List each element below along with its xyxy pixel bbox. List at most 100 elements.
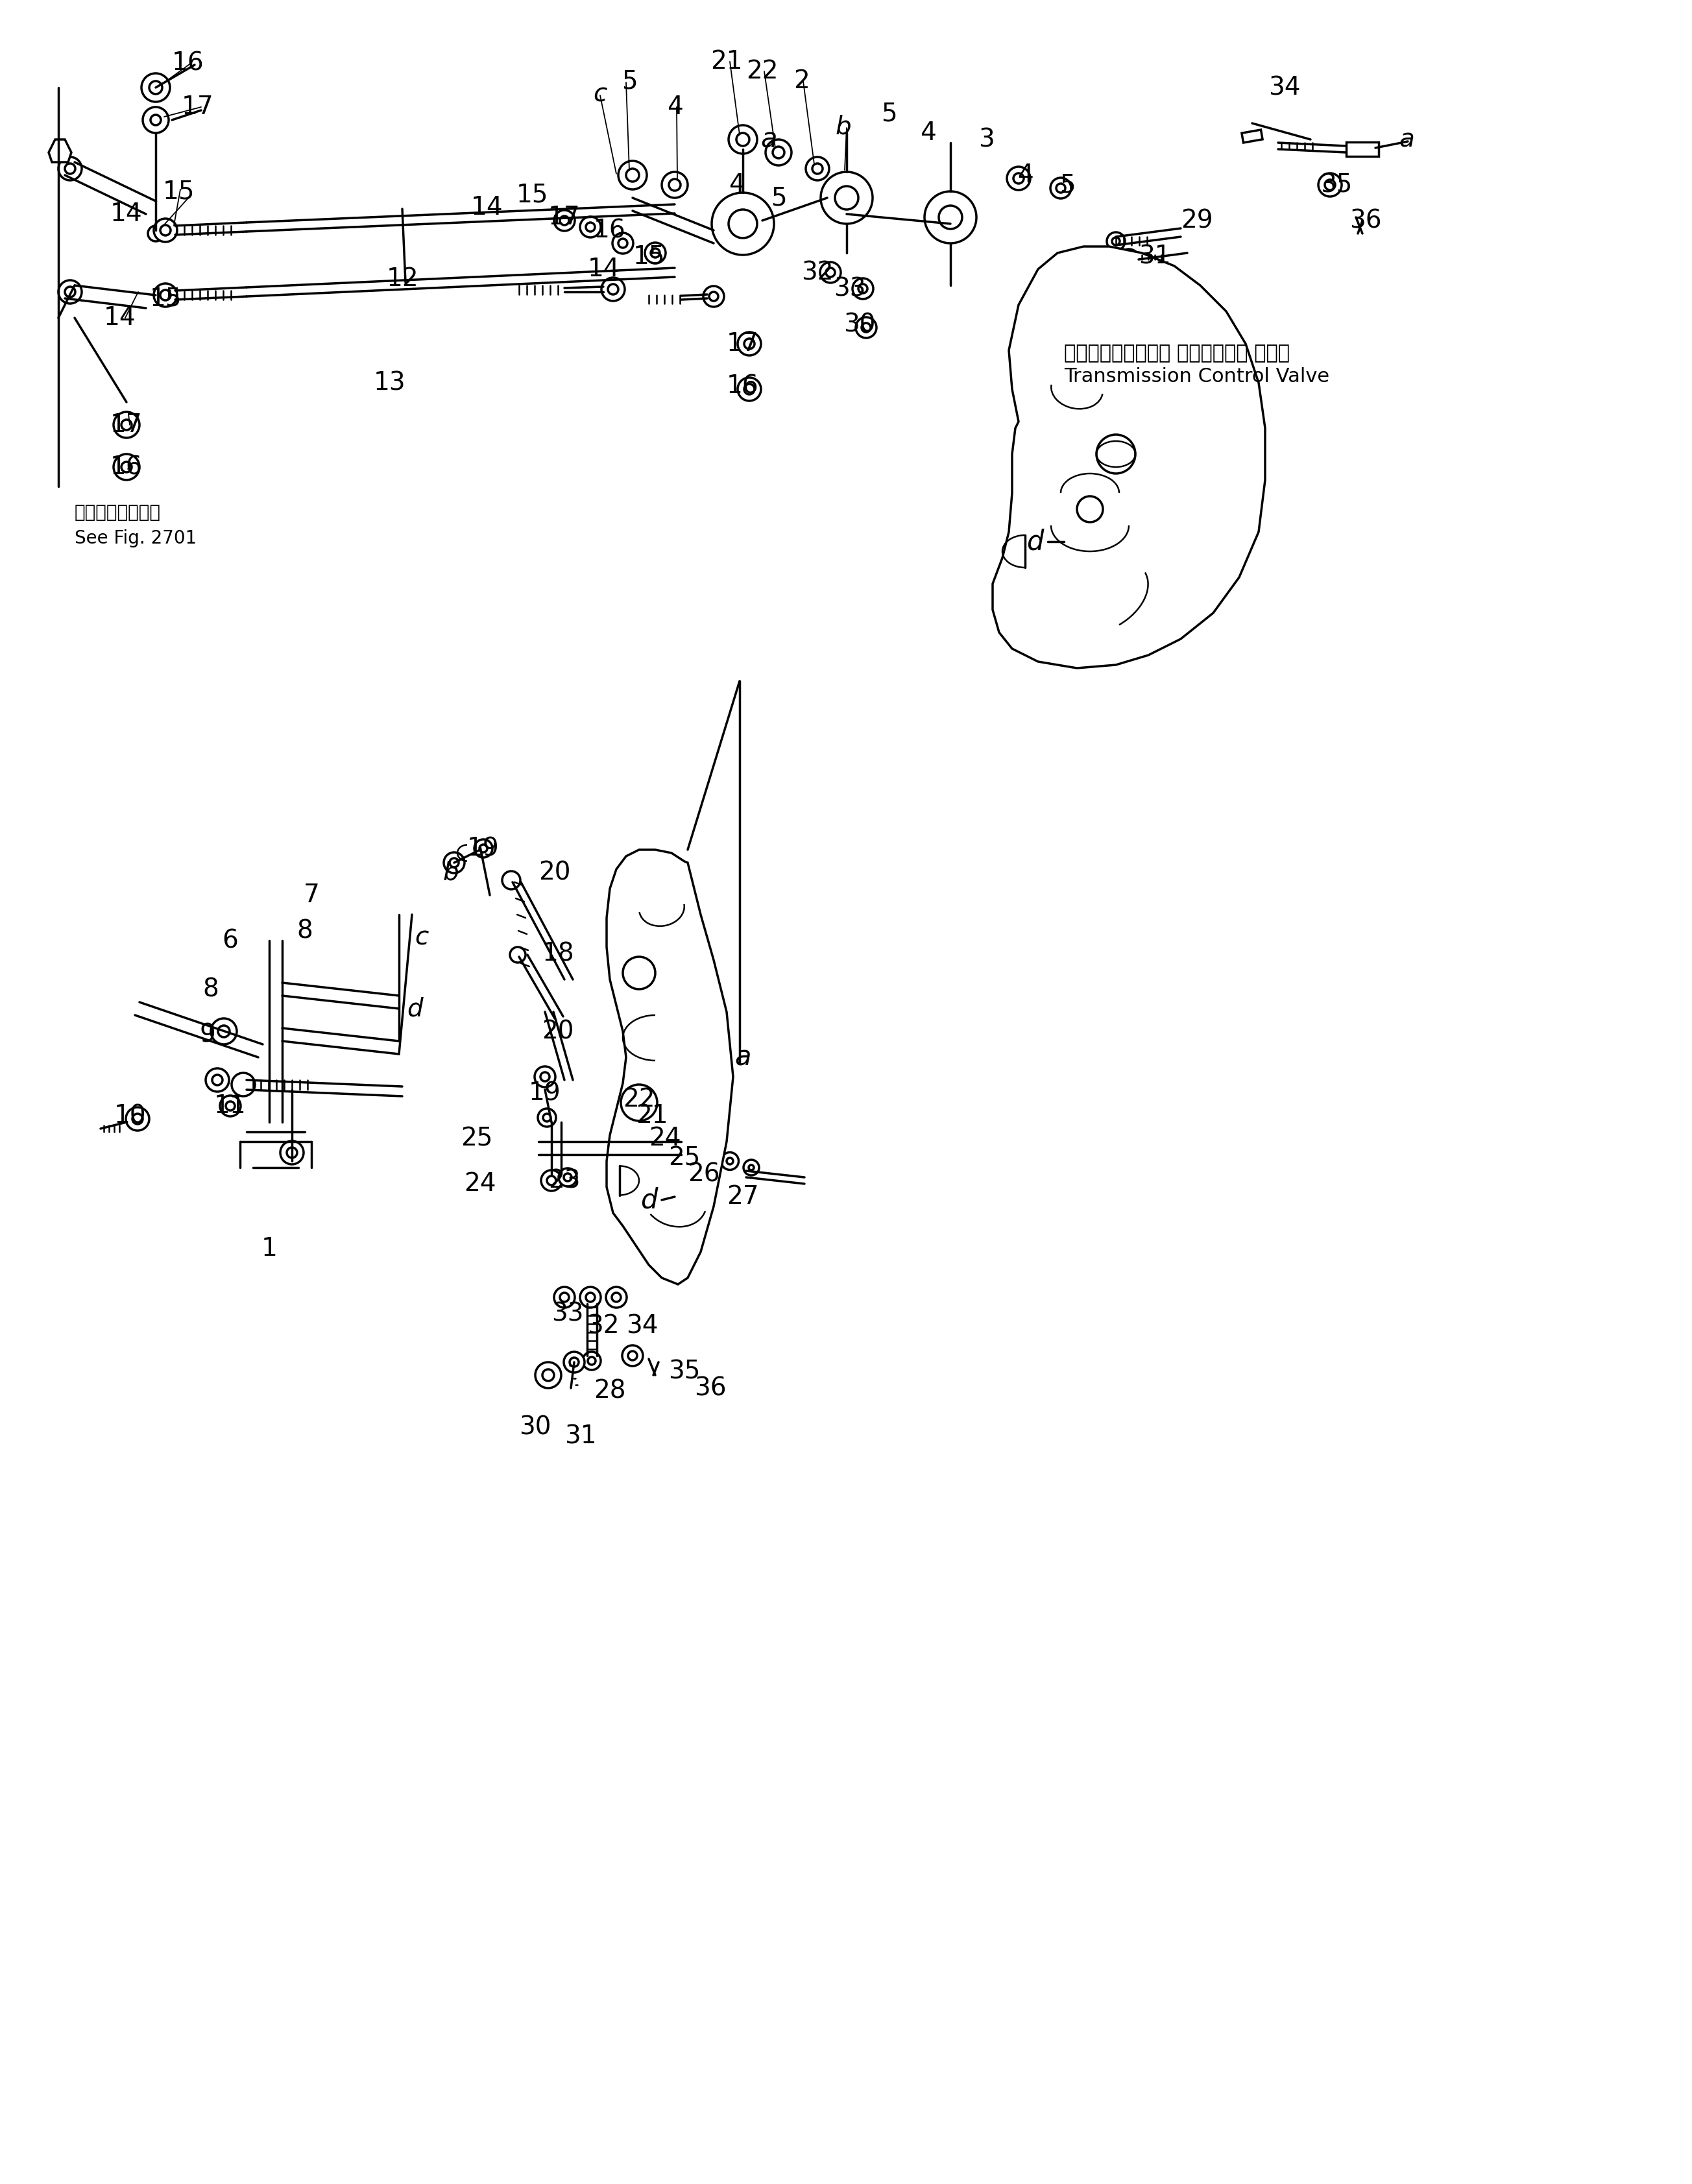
Text: 29: 29 bbox=[1181, 207, 1213, 234]
Circle shape bbox=[142, 74, 169, 103]
Circle shape bbox=[687, 1138, 695, 1147]
Circle shape bbox=[206, 1068, 228, 1092]
Text: 21: 21 bbox=[636, 1103, 668, 1127]
Text: b: b bbox=[443, 860, 459, 885]
Text: d: d bbox=[640, 1186, 656, 1214]
Circle shape bbox=[535, 1066, 555, 1088]
Circle shape bbox=[558, 1168, 577, 1186]
Circle shape bbox=[626, 168, 640, 181]
Text: 5: 5 bbox=[882, 100, 897, 127]
Circle shape bbox=[151, 116, 161, 124]
Circle shape bbox=[147, 225, 164, 240]
Circle shape bbox=[712, 192, 773, 256]
Text: 24: 24 bbox=[650, 1127, 682, 1151]
Circle shape bbox=[765, 140, 792, 166]
Text: 30: 30 bbox=[844, 312, 876, 336]
Circle shape bbox=[161, 225, 171, 236]
Circle shape bbox=[149, 81, 162, 94]
Text: 33: 33 bbox=[552, 1302, 584, 1326]
Text: 3: 3 bbox=[978, 127, 995, 151]
Text: 32: 32 bbox=[587, 1315, 619, 1339]
Circle shape bbox=[535, 1363, 562, 1389]
Text: 22: 22 bbox=[623, 1088, 655, 1112]
Circle shape bbox=[64, 164, 74, 175]
Text: 1: 1 bbox=[261, 1236, 277, 1260]
Circle shape bbox=[1056, 183, 1066, 192]
Text: a: a bbox=[734, 1044, 751, 1070]
Text: 20: 20 bbox=[538, 860, 570, 885]
Circle shape bbox=[613, 234, 633, 253]
Circle shape bbox=[587, 1356, 596, 1365]
Circle shape bbox=[154, 284, 178, 306]
Circle shape bbox=[582, 1352, 601, 1369]
Circle shape bbox=[154, 218, 178, 242]
Text: 26: 26 bbox=[689, 1162, 721, 1186]
Text: 28: 28 bbox=[594, 1378, 626, 1404]
Circle shape bbox=[812, 164, 822, 175]
Text: See Fig. 2701: See Fig. 2701 bbox=[74, 529, 196, 548]
Text: 17: 17 bbox=[110, 413, 142, 437]
Text: 14: 14 bbox=[103, 306, 135, 330]
Text: 25: 25 bbox=[668, 1147, 700, 1171]
Circle shape bbox=[721, 1153, 739, 1171]
Text: 32: 32 bbox=[802, 260, 834, 284]
Circle shape bbox=[621, 1140, 638, 1158]
Circle shape bbox=[726, 1158, 733, 1164]
Polygon shape bbox=[607, 850, 733, 1284]
Circle shape bbox=[1051, 177, 1071, 199]
Circle shape bbox=[1007, 166, 1030, 190]
Text: 15: 15 bbox=[162, 179, 195, 203]
Text: 14: 14 bbox=[470, 194, 503, 221]
Polygon shape bbox=[993, 247, 1266, 668]
Circle shape bbox=[232, 1072, 255, 1096]
Text: d: d bbox=[1027, 529, 1044, 555]
Circle shape bbox=[601, 277, 624, 301]
Text: 31: 31 bbox=[565, 1424, 597, 1448]
Circle shape bbox=[853, 277, 873, 299]
Circle shape bbox=[748, 1164, 755, 1171]
Circle shape bbox=[113, 413, 139, 437]
Circle shape bbox=[834, 186, 858, 210]
Text: 34: 34 bbox=[1269, 74, 1301, 100]
Text: 8: 8 bbox=[203, 976, 218, 1002]
Circle shape bbox=[856, 317, 876, 339]
Circle shape bbox=[541, 1171, 562, 1190]
Circle shape bbox=[607, 284, 618, 295]
Circle shape bbox=[125, 1107, 149, 1131]
Circle shape bbox=[450, 858, 459, 867]
Text: 8: 8 bbox=[296, 919, 313, 943]
Circle shape bbox=[132, 1114, 142, 1125]
Text: 22: 22 bbox=[746, 59, 778, 83]
Circle shape bbox=[560, 1293, 569, 1302]
Circle shape bbox=[212, 1018, 237, 1044]
Text: 18: 18 bbox=[541, 941, 574, 965]
Text: 17: 17 bbox=[181, 94, 213, 120]
Circle shape bbox=[700, 1142, 721, 1162]
Text: 36: 36 bbox=[1350, 207, 1382, 234]
Circle shape bbox=[858, 284, 868, 293]
Circle shape bbox=[580, 216, 601, 238]
Circle shape bbox=[707, 1147, 714, 1155]
Circle shape bbox=[122, 419, 132, 430]
Circle shape bbox=[218, 1026, 230, 1037]
Circle shape bbox=[560, 216, 569, 225]
Circle shape bbox=[805, 157, 829, 181]
Text: 17: 17 bbox=[548, 205, 580, 229]
Text: 35: 35 bbox=[668, 1361, 700, 1385]
Circle shape bbox=[563, 1173, 572, 1182]
Circle shape bbox=[743, 1160, 760, 1175]
Circle shape bbox=[59, 157, 81, 181]
Circle shape bbox=[474, 839, 492, 858]
Text: 33: 33 bbox=[834, 277, 866, 301]
Circle shape bbox=[738, 378, 761, 402]
Circle shape bbox=[220, 1096, 240, 1116]
Text: 14: 14 bbox=[110, 201, 142, 227]
Circle shape bbox=[161, 290, 171, 301]
Text: 25: 25 bbox=[460, 1127, 492, 1151]
Text: 7: 7 bbox=[303, 882, 320, 909]
Text: d: d bbox=[408, 996, 423, 1020]
Text: 16: 16 bbox=[110, 454, 142, 478]
Text: 11: 11 bbox=[215, 1094, 247, 1118]
Circle shape bbox=[663, 1129, 673, 1140]
Text: 19: 19 bbox=[530, 1081, 562, 1105]
